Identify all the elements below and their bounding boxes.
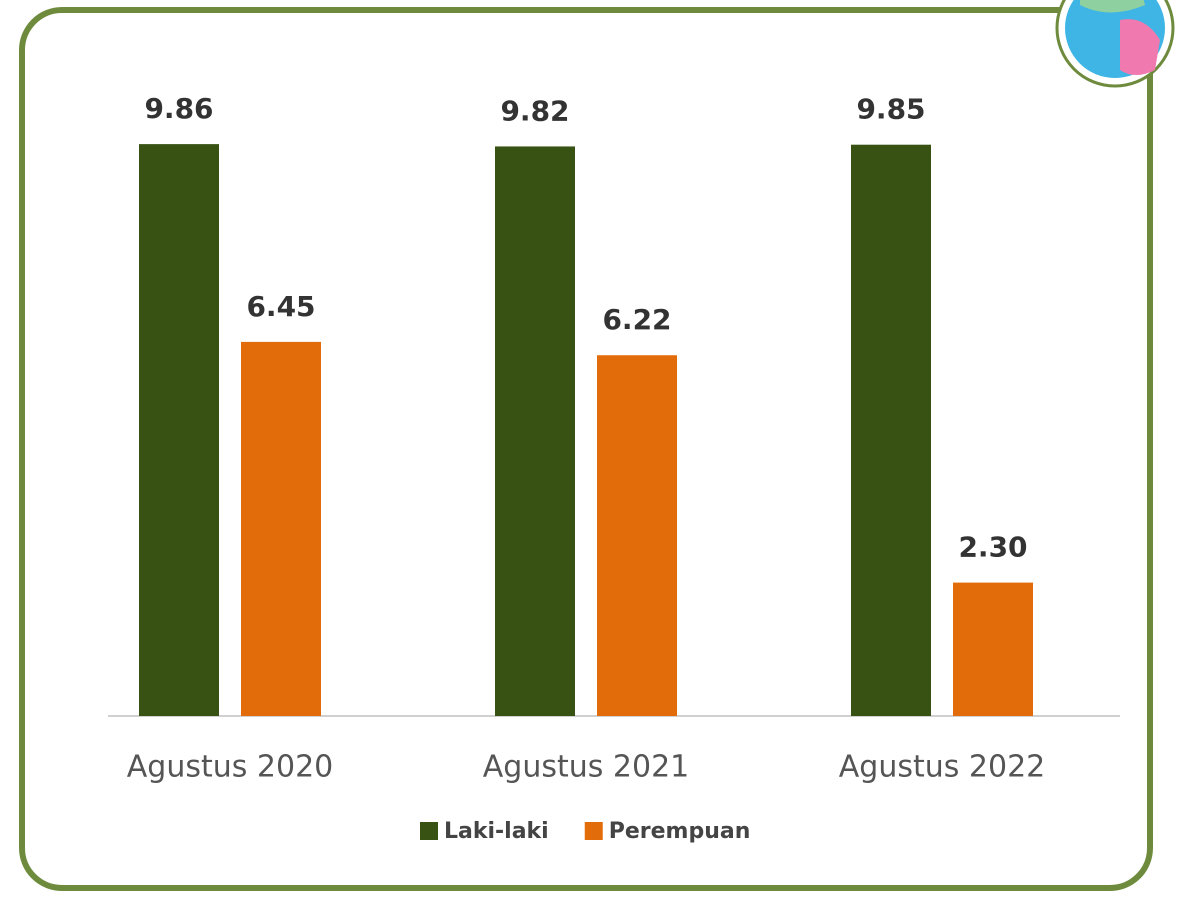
bar: [597, 355, 677, 716]
legend-label: Perempuan: [609, 819, 751, 844]
value-label: 9.86: [144, 92, 213, 125]
bar: [851, 144, 931, 716]
legend-swatch: [584, 822, 603, 840]
bar: [241, 341, 321, 716]
value-label: 6.45: [246, 290, 315, 323]
x-tick-label: Agustus 2021: [483, 750, 690, 785]
value-label: 9.82: [500, 94, 569, 127]
bar: [953, 582, 1033, 716]
legend-label: Laki-laki: [444, 819, 549, 844]
bar: [495, 146, 575, 716]
value-label: 9.85: [856, 93, 925, 126]
value-label: 6.22: [602, 303, 671, 336]
value-label: 2.30: [958, 531, 1027, 564]
decorative-icon: [1055, 0, 1175, 88]
legend-swatch: [420, 822, 438, 840]
x-tick-label: Agustus 2020: [127, 750, 334, 785]
bar: [139, 144, 219, 716]
x-tick-label: Agustus 2022: [839, 750, 1046, 785]
